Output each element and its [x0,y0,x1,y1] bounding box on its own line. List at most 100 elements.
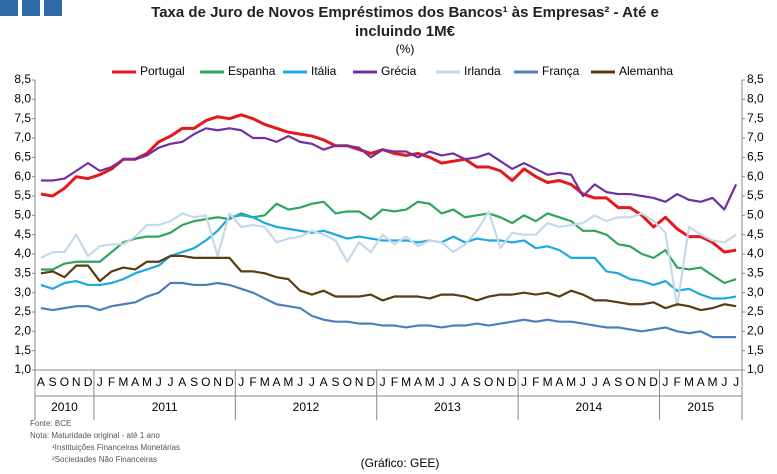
y-tick-label: 7,5 [14,111,31,125]
series-line [40,113,737,254]
year-label: 2010 [51,400,78,414]
year-label: 2014 [575,400,602,414]
x-tick-label: J [297,375,303,389]
chart-title: Taxa de Juro de Novos Empréstimos dos Ba… [151,4,659,21]
x-tick-label: O [484,375,493,389]
x-tick-label: F [532,375,539,389]
x-tick-label: A [461,375,469,389]
x-tick-label: M [283,375,293,389]
note: Nota: Maturidade original - até 1 ano [30,431,160,440]
logo-square [44,0,62,16]
y2-tick-label: 5,5 [747,188,764,202]
x-tick-label: M [142,375,152,389]
x-tick-label: F [108,375,115,389]
y-tick-label: 1,0 [14,362,31,376]
x-tick-label: A [178,375,186,389]
y2-tick-label: 5,0 [747,208,764,222]
legend-label: Grécia [381,64,417,78]
credit: (Gráfico: GEE) [361,456,440,470]
x-tick-label: F [249,375,256,389]
x-tick-label: F [391,375,398,389]
x-tick-label: M [566,375,576,389]
x-tick-label: A [697,375,705,389]
y2-tick-label: 8,5 [747,72,764,86]
x-tick-label: J [168,375,174,389]
chart-subtitle: (%) [396,42,415,56]
x-tick-label: J [733,375,739,389]
x-tick-label: S [473,375,481,389]
y2-tick-label: 2,5 [747,304,764,318]
x-tick-label: D [508,375,517,389]
legend-label: Espanha [228,64,276,78]
x-tick-label: M [684,375,694,389]
logo-square [0,0,18,16]
x-tick-label: A [273,375,281,389]
y2-tick-label: 6,5 [747,150,764,164]
x-tick-label: M [401,375,411,389]
x-tick-label: S [49,375,57,389]
x-tick-label: D [649,375,658,389]
x-tick-label: M [118,375,128,389]
x-tick-label: O [343,375,352,389]
y-tick-label: 5,0 [14,208,31,222]
x-tick-label: S [614,375,622,389]
x-tick-label: J [521,375,527,389]
y2-tick-label: 1,5 [747,343,764,357]
x-tick-label: A [320,375,328,389]
year-label: 2013 [434,400,461,414]
x-tick-label: D [366,375,375,389]
y-tick-label: 3,5 [14,266,31,280]
x-tick-label: J [721,375,727,389]
x-tick-label: A [414,375,422,389]
y-tick-label: 3,0 [14,285,31,299]
logo-square [22,0,40,16]
y2-tick-label: 2,0 [747,324,764,338]
x-tick-label: N [496,375,505,389]
x-tick-label: A [131,375,139,389]
x-tick-label: A [37,375,45,389]
series-line [40,281,737,339]
x-tick-label: N [213,375,222,389]
x-tick-label: J [592,375,598,389]
x-tick-label: J [238,375,244,389]
y2-tick-label: 3,5 [747,266,764,280]
x-tick-label: F [674,375,681,389]
x-tick-label: N [72,375,81,389]
y2-tick-label: 7,0 [747,130,764,144]
x-tick-label: O [201,375,210,389]
y-tick-label: 8,0 [14,92,31,106]
x-tick-label: J [450,375,456,389]
x-tick-label: D [225,375,234,389]
x-tick-label: J [439,375,445,389]
note: Fonte: BCE [30,419,71,428]
y2-tick-label: 3,0 [747,285,764,299]
series-line [40,127,738,211]
y-tick-label: 4,0 [14,246,31,260]
x-tick-label: N [355,375,364,389]
x-tick-label: J [662,375,668,389]
chart-title: incluindo 1M€ [355,23,456,40]
series-line [40,254,737,312]
x-tick-label: J [380,375,386,389]
x-tick-label: S [331,375,339,389]
y-tick-label: 5,5 [14,188,31,202]
legend-label: Itália [311,64,337,78]
x-tick-label: M [260,375,270,389]
x-tick-label: O [60,375,69,389]
y2-tick-label: 1,0 [747,362,764,376]
y-tick-label: 6,0 [14,169,31,183]
x-tick-label: M [543,375,553,389]
note: ²Sociedades Não Financeiras [52,455,157,464]
legend-label: França [542,64,580,78]
y-tick-label: 2,5 [14,304,31,318]
x-tick-label: J [309,375,315,389]
year-label: 2011 [152,400,178,414]
x-tick-label: M [708,375,718,389]
y-tick-label: 7,0 [14,130,31,144]
y2-tick-label: 6,0 [747,169,764,183]
series-line [40,210,737,308]
x-tick-label: J [156,375,162,389]
y-tick-label: 1,5 [14,343,31,357]
y2-tick-label: 4,5 [747,227,764,241]
